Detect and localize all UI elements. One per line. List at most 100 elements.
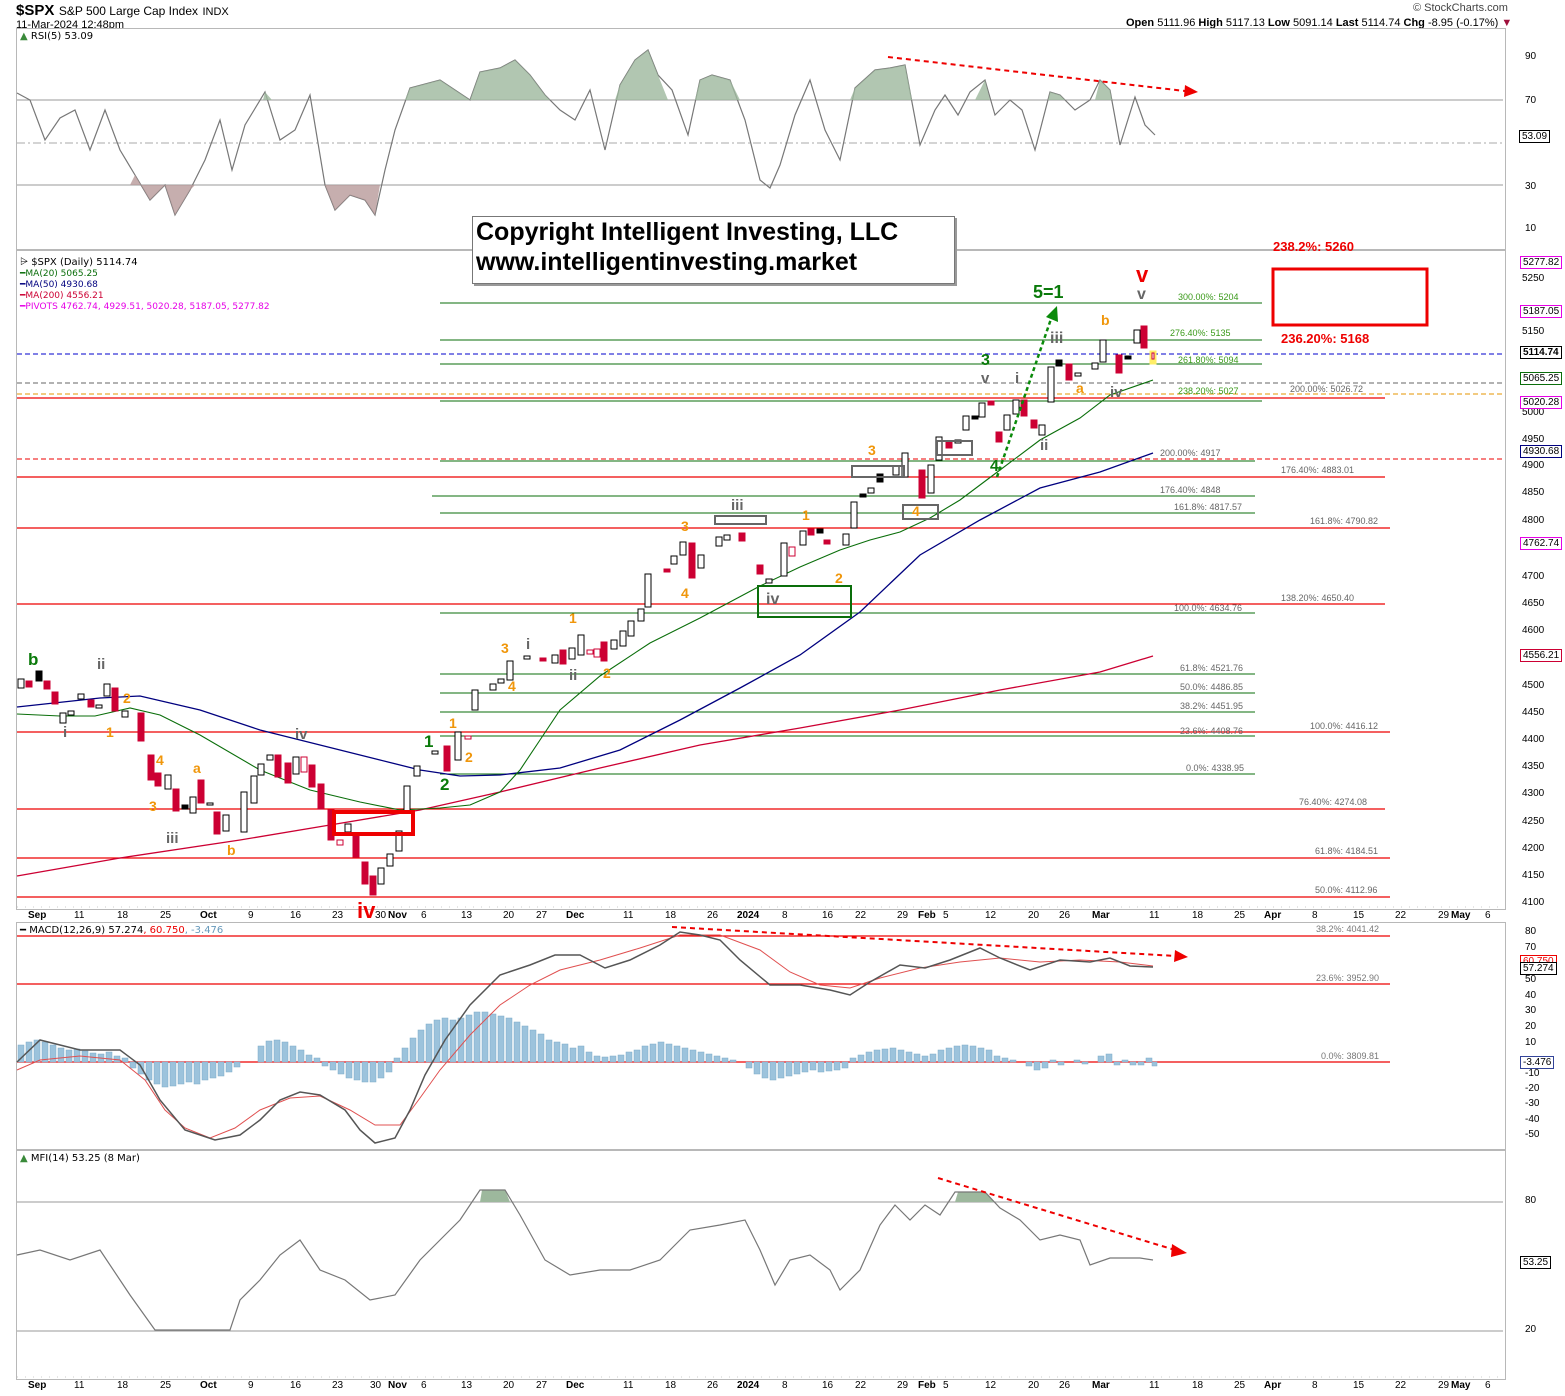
- wave-label: iii: [1050, 330, 1064, 347]
- date-tick: 16: [290, 1380, 302, 1391]
- exchange: INDX: [202, 6, 229, 18]
- date-tick: 12: [985, 1380, 997, 1391]
- wave-label: 3: [681, 518, 689, 534]
- chart-title: $SPX S&P 500 Large Cap Index INDX: [16, 2, 229, 20]
- wave-label: ii: [569, 667, 578, 684]
- last-label: Last: [1335, 17, 1359, 29]
- last-price-tag: 5114.74: [1520, 346, 1562, 359]
- date-tick: 20: [1028, 1380, 1040, 1391]
- date-tick: 23: [332, 910, 344, 921]
- date-tick: 18: [665, 910, 677, 921]
- high-label: High: [1198, 17, 1223, 29]
- date-tick: 16: [290, 910, 302, 921]
- price-tick: 5000: [1522, 407, 1545, 418]
- date-tick: 29: [1438, 1380, 1450, 1391]
- target-lower-label: 236.20%: 5168: [1281, 331, 1370, 346]
- mfi-value-tag: 53.25: [1520, 1256, 1552, 1269]
- date-tick: 16: [822, 1380, 834, 1391]
- date-tick: 20: [1028, 910, 1040, 921]
- macd-plot: [16, 926, 1390, 1144]
- wave-label: 4: [156, 752, 164, 768]
- wave-label: 1: [449, 715, 457, 731]
- date-tick: 27: [536, 1380, 548, 1391]
- macd-hist-tag: -3.476: [1520, 1056, 1555, 1069]
- wave-label: 4: [990, 458, 999, 475]
- date-tick: 15: [1353, 1380, 1365, 1391]
- price-tick: 4800: [1522, 515, 1545, 526]
- macd-tick: -10: [1525, 1068, 1540, 1079]
- wave-label: b: [1101, 312, 1110, 328]
- rsi-tick: 10: [1525, 223, 1537, 234]
- date-tick: 6: [1485, 910, 1491, 921]
- date-tick: 23: [332, 1380, 344, 1391]
- date-tick: 29: [897, 1380, 909, 1391]
- fib-label: 161.8%: 4790.82: [1310, 516, 1379, 526]
- price-tick: 4250: [1522, 816, 1545, 827]
- ma200-legend-text: MA(200) 4556.21: [25, 291, 104, 301]
- wave-label: a: [193, 760, 201, 776]
- date-tick: 26: [707, 1380, 719, 1391]
- fib-label: 238.20%: 5027: [1178, 386, 1239, 396]
- wave-label: b: [28, 650, 39, 669]
- wave-label: 2: [440, 775, 450, 794]
- date-tick: 30: [375, 910, 387, 921]
- wave-label: 2: [603, 665, 611, 681]
- date-tick: 11: [1149, 1380, 1160, 1391]
- macd-tick: 80: [1525, 926, 1537, 937]
- fib-label: 38.2%: 4451.95: [1180, 701, 1244, 711]
- wave-label: i: [1015, 370, 1020, 387]
- mfi-legend-text: MFI(14) 53.25 (8 Mar): [30, 1153, 140, 1164]
- rsi-legend: ▲ RSI(5) 53.09: [20, 31, 93, 42]
- wave-label: 2: [835, 570, 843, 586]
- price-levels: [17, 302, 1503, 898]
- date-tick: 9: [248, 910, 254, 921]
- date-tick: 12: [985, 910, 997, 921]
- macd-tick: 70: [1525, 942, 1537, 953]
- wave-label: iv: [1110, 384, 1123, 401]
- date-tick: 20: [503, 910, 515, 921]
- date-tick: 25: [160, 910, 172, 921]
- rsi-tick: 90: [1525, 51, 1537, 62]
- fib-label: 100.0%: 4634.76: [1174, 603, 1243, 613]
- pivot-tag: 5277.82: [1520, 256, 1563, 269]
- date-tick: 5: [943, 910, 949, 921]
- macd-tick: -40: [1525, 1114, 1540, 1125]
- ma20-tag: 5065.25: [1520, 372, 1563, 385]
- indicator-icon: ▲: [20, 31, 28, 42]
- date-tick: 9: [248, 1380, 254, 1391]
- date-tick: 22: [1395, 1380, 1407, 1391]
- wave-label: iv: [295, 726, 308, 743]
- date-tick: Dec: [566, 1380, 585, 1391]
- date-tick: 30: [370, 1380, 382, 1391]
- date-tick: 29: [897, 910, 909, 921]
- copyright-url: www.intelligentinvesting.market: [476, 248, 858, 276]
- date-tick: 5: [943, 1380, 949, 1391]
- date-tick: Feb: [918, 1380, 936, 1391]
- date-tick: Mar: [1092, 910, 1110, 921]
- macd-tick: -20: [1525, 1083, 1540, 1094]
- wave-label: a: [1076, 380, 1084, 396]
- wave-label: 1: [802, 507, 810, 523]
- fib-label: 61.8%: 4184.51: [1315, 846, 1379, 856]
- ma50-legend: ━MA(50) 4930.68: [20, 280, 98, 290]
- wave-label: 3: [501, 640, 509, 656]
- date-tick: 18: [665, 1380, 677, 1391]
- price-tick: 4300: [1522, 788, 1545, 799]
- date-tick: Mar: [1092, 1380, 1110, 1391]
- date-tick: 16: [822, 910, 834, 921]
- last-value: 5114.74: [1361, 17, 1401, 29]
- price-legend-text: $SPX (Daily) 5114.74: [31, 257, 138, 268]
- copyright-line: Copyright Intelligent Investing, LLC: [476, 218, 899, 246]
- price-tick: 5150: [1522, 326, 1545, 337]
- ma200-legend: ━MA(200) 4556.21: [20, 291, 104, 301]
- date-tick: 6: [421, 910, 427, 921]
- pivot-tag: 4762.74: [1520, 537, 1563, 550]
- date-tick: Oct: [200, 910, 217, 921]
- mfi-legend: ▲ MFI(14) 53.25 (8 Mar): [20, 1153, 140, 1164]
- price-tick: 4500: [1522, 680, 1545, 691]
- price-tick: 4450: [1522, 707, 1545, 718]
- pivot-tag: 5020.28: [1520, 396, 1563, 409]
- rsi-tick: 30: [1525, 181, 1537, 192]
- wave-label: v: [1137, 286, 1146, 303]
